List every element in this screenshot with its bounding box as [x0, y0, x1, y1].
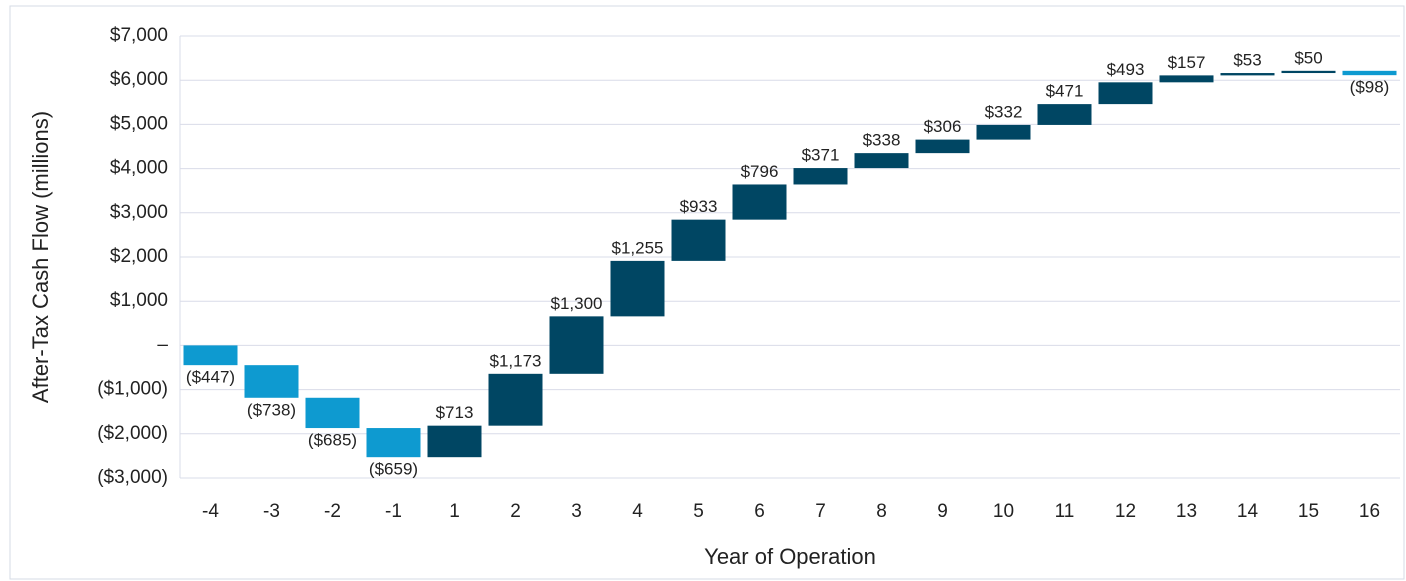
x-tick-label: 1: [449, 501, 460, 522]
bar: [1098, 82, 1153, 105]
bar: [671, 219, 726, 261]
data-label: $1,173: [490, 351, 542, 370]
y-tick-label: ($2,000): [97, 423, 168, 444]
data-label: $53: [1233, 51, 1261, 70]
data-label: ($98): [1350, 78, 1390, 97]
data-label: $796: [741, 162, 779, 181]
data-label: $1,255: [612, 238, 664, 257]
x-tick-label: 13: [1176, 501, 1197, 522]
x-tick-label: 11: [1055, 501, 1075, 522]
bar: [1159, 75, 1214, 83]
bar: [976, 124, 1031, 140]
x-tick-label: 12: [1115, 501, 1136, 522]
data-label: ($447): [186, 368, 235, 387]
x-tick-label: -2: [324, 501, 341, 522]
x-tick-label: 14: [1237, 501, 1259, 522]
frame: [9, 5, 1405, 580]
bar: [1037, 104, 1092, 125]
x-tick-label: 3: [571, 501, 582, 522]
x-tick-label: 15: [1298, 501, 1319, 522]
data-label: $471: [1046, 82, 1084, 101]
data-label: $306: [924, 117, 962, 136]
y-axis-title: After-Tax Cash Flow (millions): [28, 111, 53, 403]
bar: [854, 153, 909, 169]
x-tick-label: 5: [693, 501, 704, 522]
bar: [793, 168, 848, 185]
bar: [427, 425, 482, 458]
data-label: ($685): [308, 431, 357, 450]
data-label: $157: [1168, 53, 1206, 72]
y-tick-label: $6,000: [110, 69, 168, 90]
bar: [183, 345, 238, 366]
x-tick-label: -1: [385, 501, 402, 522]
x-tick-label: 6: [754, 501, 765, 522]
y-tick-label: $5,000: [110, 113, 168, 134]
bar: [1220, 73, 1275, 76]
bar: [305, 397, 360, 429]
bar: [366, 428, 421, 458]
y-tick-label: ($1,000): [97, 379, 168, 400]
bar: [244, 365, 299, 398]
x-tick-label: 2: [510, 501, 521, 522]
x-tick-label: 7: [815, 501, 826, 522]
bar: [549, 316, 604, 374]
x-tick-label: 10: [993, 501, 1014, 522]
data-label: $493: [1107, 60, 1145, 79]
bar: [488, 373, 543, 426]
data-label: ($738): [247, 400, 296, 419]
data-label: $50: [1294, 48, 1322, 67]
x-tick-label: -4: [202, 501, 219, 522]
data-label: ($659): [369, 460, 418, 479]
bar: [610, 260, 665, 317]
y-tick-label: $3,000: [110, 202, 168, 223]
x-tick-label: 8: [876, 501, 887, 522]
data-label: $1,300: [551, 294, 603, 313]
bar: [732, 184, 787, 220]
data-label: $933: [680, 197, 718, 216]
y-tick-label: ($3,000): [97, 467, 168, 488]
x-tick-label: 9: [937, 501, 948, 522]
x-axis-title: Year of Operation: [704, 544, 876, 569]
x-tick-label: 16: [1359, 501, 1380, 522]
y-tick-label: $4,000: [110, 158, 168, 179]
data-label: $713: [436, 403, 474, 422]
bar: [915, 139, 970, 154]
data-label: $338: [863, 131, 901, 150]
y-tick-label: $2,000: [110, 246, 168, 267]
data-label: $371: [802, 146, 840, 165]
bar: [1342, 70, 1397, 76]
y-tick-label: $1,000: [110, 290, 168, 311]
data-label: $332: [985, 102, 1023, 121]
bar: [1281, 70, 1336, 74]
x-tick-label: 4: [632, 501, 643, 522]
y-tick-label: $7,000: [110, 25, 168, 46]
x-tick-label: -3: [263, 501, 280, 522]
y-tick-label: –: [157, 334, 168, 355]
